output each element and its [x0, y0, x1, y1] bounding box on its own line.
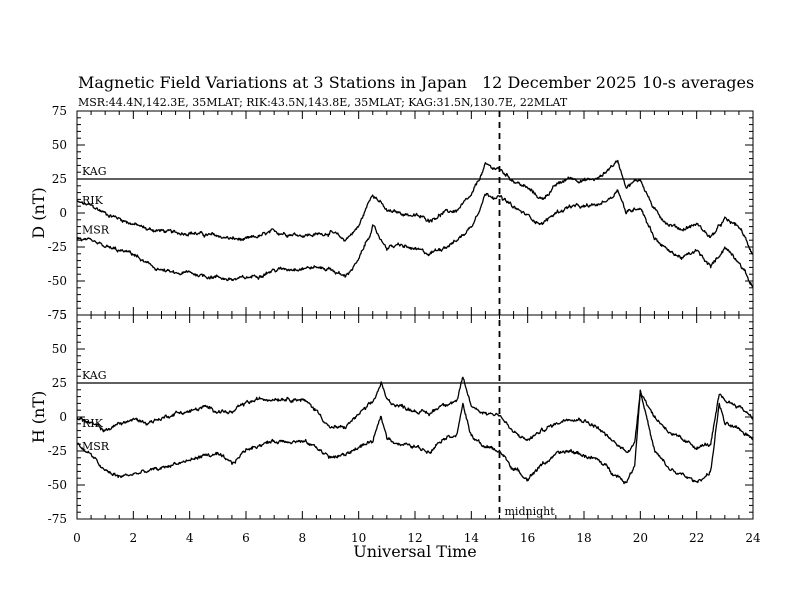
panel-d-frame: [76, 110, 754, 316]
x-tick-label: 14: [464, 531, 480, 545]
x-tick-label: 12: [407, 531, 422, 545]
x-tick-label: 20: [633, 531, 648, 545]
y-tick-label: -75: [48, 308, 67, 322]
stations-line: MSR:44.4N,142.3E, 35MLAT; RIK:43.5N,143.…: [78, 96, 568, 109]
x-tick-label: 10: [351, 531, 366, 545]
y-tick-label: -75: [48, 512, 67, 526]
y-tick-label: 75: [52, 104, 67, 118]
chart-date: 12 December 2025: [482, 73, 637, 92]
x-tick-label: 18: [576, 531, 591, 545]
chart-title: Magnetic Field Variations at 3 Stations …: [78, 73, 467, 92]
x-tick-label: 0: [73, 531, 81, 545]
panel-h-frame: [76, 314, 754, 520]
y-tick-label: 50: [52, 138, 67, 152]
y-tick-label: -25: [48, 444, 67, 458]
midnight-label: midnight: [505, 505, 556, 518]
series-line-rik: [76, 376, 754, 454]
y-tick-label: -50: [48, 274, 67, 288]
y-tick-label: -25: [48, 240, 67, 254]
x-tick-label: 4: [186, 531, 194, 545]
x-axis-title: Universal Time: [353, 542, 476, 561]
series-label-msr: MSR: [82, 440, 110, 453]
y-axis-title-h: H (nT): [29, 391, 48, 444]
y-tick-label: 0: [59, 206, 67, 220]
y-tick-label: 25: [52, 376, 67, 390]
chart-averaging: 10-s averages: [642, 73, 754, 92]
series-label-rik: RIK: [82, 417, 104, 430]
series-label-msr: MSR: [82, 223, 110, 236]
series-label-rik: RIK: [82, 194, 104, 207]
y-tick-label: -50: [48, 478, 67, 492]
x-tick-label: 6: [242, 531, 250, 545]
y-tick-label: 0: [59, 410, 67, 424]
x-tick-label: 16: [520, 531, 535, 545]
x-tick-label: 2: [130, 531, 138, 545]
y-tick-label: 75: [52, 308, 67, 322]
series-label-kag: KAG: [82, 369, 107, 382]
x-tick-label: 22: [689, 531, 704, 545]
series-line-msr: [76, 189, 754, 288]
data-series: KAG RIK MSR KAG RIK MSR: [76, 159, 754, 485]
axis-ticks: [76, 110, 754, 520]
series-line-rik: [76, 159, 754, 256]
y-tick-label: 25: [52, 172, 67, 186]
y-axis-title-d: D (nT): [29, 187, 48, 238]
x-tick-label: 8: [299, 531, 307, 545]
x-tick-label: 24: [745, 531, 761, 545]
series-label-kag: KAG: [82, 165, 107, 178]
series-line-msr: [76, 389, 754, 485]
y-tick-label: 50: [52, 342, 67, 356]
axis-labels: 0 2 4 6 8 10 12 14 16 18 20 22 247550250-25-50-75755…: [48, 104, 761, 545]
